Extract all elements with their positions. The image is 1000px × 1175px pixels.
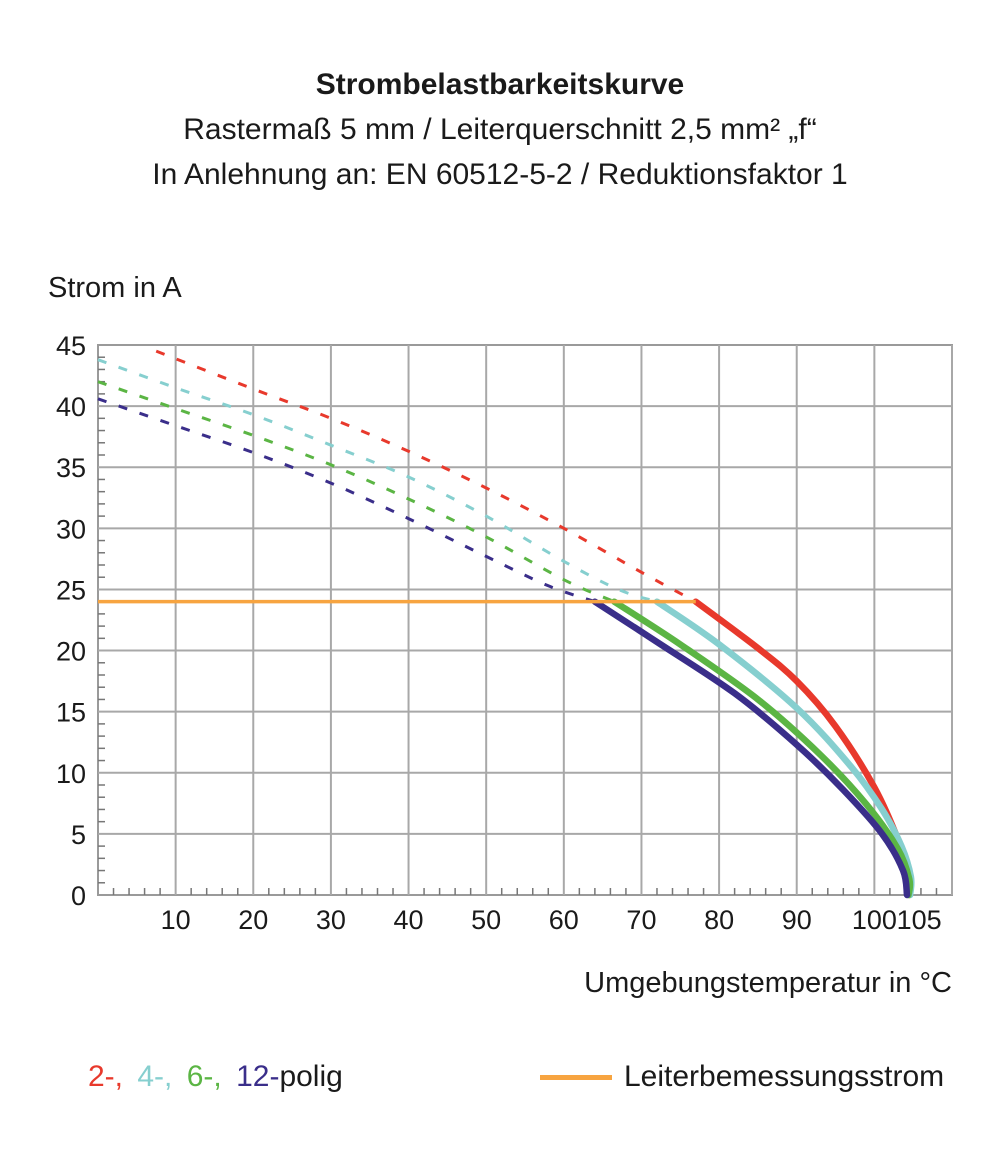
y-tick-label-20: 20 [56,637,86,667]
series-layer [97,349,915,899]
y-tick-label-40: 40 [56,392,86,422]
y-tick-labels: 0 5 10 15 20 25 30 35 40 45 [56,331,86,911]
y-axis-label: Strom in A [48,272,182,304]
x-tick-label-10: 10 [161,905,191,935]
x-tick-label-30: 30 [316,905,346,935]
x-tick-label-50: 50 [471,905,501,935]
minor-ticks [98,356,938,895]
legend-pole-4: 4-, [137,1060,173,1093]
y-tick-label-10: 10 [56,759,86,789]
y-tick-label-45: 45 [56,331,86,361]
x-tick-label-60: 60 [549,905,579,935]
plot-frame [97,344,953,896]
chart-subtitle-2: In Anlehnung an: EN 60512-5-2 / Reduktio… [152,158,848,191]
legend-rated-current: Leiterbemessungsstrom [540,1060,944,1094]
x-tick-label-70: 70 [626,905,656,935]
x-axis-label: Umgebungstemperatur in °C [584,967,952,999]
x-tick-label-80: 80 [704,905,734,935]
y-tick-label-5: 5 [71,820,86,850]
x-tick-label-105: 105 [897,905,942,935]
legend-rated-current-swatch [540,1074,612,1080]
x-tick-label-40: 40 [394,905,424,935]
chart-title: Strombelastbarkeitskurve [315,68,685,101]
y-tick-label-15: 15 [56,698,86,728]
series-1-dashed-line [97,358,658,604]
x-tick-label-100: 100 [852,905,897,935]
y-tick-label-0: 0 [71,881,86,911]
y-tick-label-35: 35 [56,453,86,483]
series-3-dashed-line [97,397,596,604]
legend-pole-6: 6-, [186,1060,222,1093]
legend-poles: 2-, 4-, 6-, 12-polig [88,1060,343,1094]
x-tick-label-20: 20 [238,905,268,935]
series-0-dashed-line [155,349,697,604]
series-2-solid-line [611,598,914,899]
current-derating-chart: 0 5 10 15 20 25 30 35 40 45 10 20 30 40 50 60 70 80 90 100… [56,331,953,935]
x-tick-labels: 10 20 30 40 50 60 70 80 90 100 105 [161,905,942,935]
chart-subtitle-1: Rastermaß 5 mm / Leiterquerschnitt 2,5 m… [183,113,817,146]
legend-poles-suffix: polig [279,1060,343,1093]
series-3-solid-line [591,598,911,899]
series-1-solid-line [653,598,915,899]
series-2-dashed-line [97,380,615,604]
x-tick-label-90: 90 [782,905,812,935]
legend-pole-12: 12- [236,1060,280,1093]
y-tick-label-30: 30 [56,514,86,544]
y-tick-label-25: 25 [56,575,86,605]
legend-rated-current-label: Leiterbemessungsstrom [624,1060,945,1093]
legend-pole-2: 2-, [88,1060,124,1093]
grid [97,344,953,896]
